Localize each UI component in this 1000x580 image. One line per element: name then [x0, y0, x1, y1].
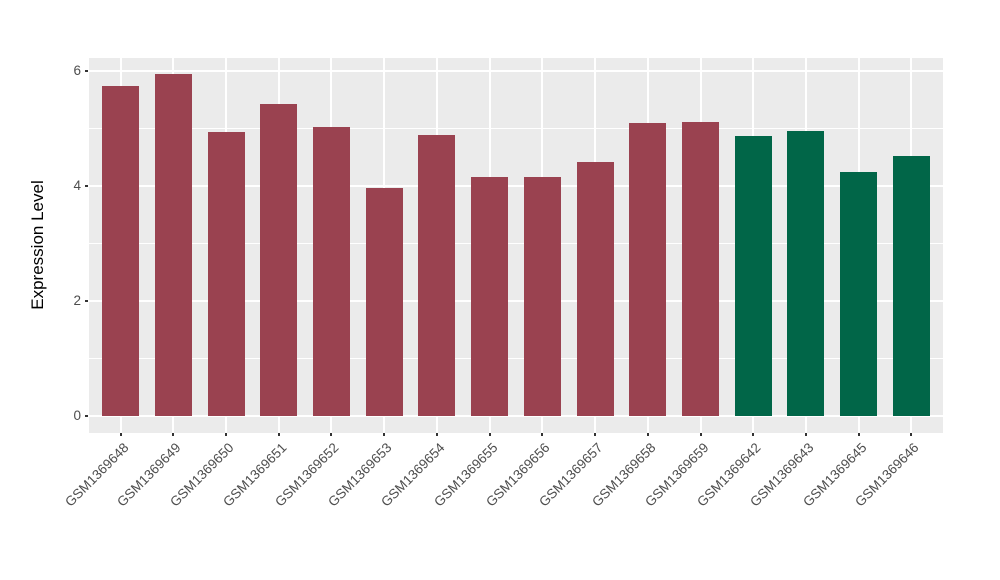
x-tick-mark	[225, 433, 228, 436]
x-tick-mark	[910, 433, 913, 436]
gridline-major-h	[89, 185, 943, 187]
bar	[312, 127, 350, 416]
y-tick-mark	[85, 300, 88, 302]
bar	[787, 131, 825, 416]
bar	[682, 121, 719, 416]
x-tick-mark	[435, 433, 438, 436]
y-tick-label: 2	[73, 293, 81, 308]
bar	[365, 187, 403, 416]
gridline-minor-h	[89, 243, 943, 244]
y-tick-mark	[85, 70, 88, 72]
x-tick-mark	[594, 433, 597, 436]
gridline-major-h	[89, 300, 943, 302]
y-tick-label: 6	[73, 63, 81, 78]
gridline-minor-h	[89, 358, 943, 359]
x-tick-mark	[488, 433, 491, 436]
y-tick-mark	[85, 415, 88, 417]
gridline-major-h	[89, 70, 943, 72]
gridline-major-h	[89, 415, 943, 417]
bar	[154, 73, 192, 416]
x-tick-mark	[330, 433, 333, 436]
y-tick-label: 4	[73, 178, 81, 193]
bar	[418, 135, 456, 416]
plot-panel	[89, 58, 943, 433]
bar	[840, 171, 878, 416]
bar	[576, 162, 614, 416]
x-tick-mark	[277, 433, 280, 436]
y-tick-mark	[85, 185, 88, 187]
x-tick-mark	[646, 433, 649, 436]
bar	[734, 135, 772, 416]
x-tick-mark	[383, 433, 386, 436]
bar	[260, 104, 298, 416]
y-tick-label: 0	[73, 408, 81, 423]
x-tick-mark	[857, 433, 860, 436]
x-tick-mark	[699, 433, 702, 436]
gridline-minor-h	[89, 128, 943, 129]
x-tick-mark	[752, 433, 755, 436]
bar	[471, 177, 509, 416]
x-tick-mark	[541, 433, 544, 436]
y-axis-title: Expression Level	[28, 180, 47, 310]
bar	[629, 123, 667, 416]
x-tick-mark	[804, 433, 807, 436]
bar	[207, 131, 245, 416]
bar	[102, 85, 140, 416]
x-tick-mark	[172, 433, 175, 436]
bar	[523, 177, 561, 416]
bar	[892, 156, 930, 416]
x-tick-mark	[119, 433, 122, 436]
